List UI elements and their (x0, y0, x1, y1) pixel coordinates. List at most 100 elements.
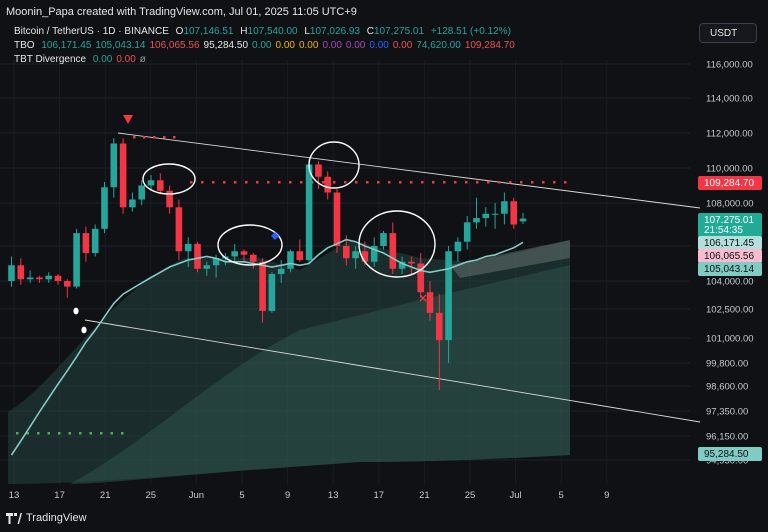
tbo_line-value: 105,043.14 (95, 40, 146, 51)
hand-drawn-circle (358, 210, 436, 278)
time-axis-label: 13 (9, 490, 20, 501)
candle-body (510, 201, 517, 225)
support-dot (26, 432, 29, 435)
price-axis-label: 98,600.00 (706, 382, 748, 393)
price-axis-label: 101,000.00 (706, 334, 754, 345)
tradingview-footer: TradingView (6, 512, 87, 524)
candle-body (54, 275, 62, 281)
annotations (73, 115, 436, 334)
tbo_line-value: 0.00 (322, 40, 342, 51)
candle-body (240, 251, 248, 255)
support-dot (89, 432, 92, 435)
candle-body (519, 218, 527, 222)
support-dot (79, 432, 82, 435)
upper-channel-line (117, 132, 701, 209)
time-axis-label: 25 (146, 490, 157, 501)
resistance-dot (267, 181, 270, 184)
price-badge: 109,284.70 (698, 176, 762, 190)
candle-body (333, 192, 341, 246)
candle-body (454, 241, 462, 252)
candle-body (147, 180, 155, 186)
candle-body (408, 261, 415, 264)
candle-body (166, 190, 173, 208)
bull-marker-icon (73, 307, 79, 315)
price-badge: 95,284.50 (698, 447, 762, 461)
resistance-dot (201, 181, 204, 184)
price-axis-label: 114,000.00 (706, 94, 753, 105)
sell-signal-icon (123, 115, 133, 124)
candle-body (64, 281, 71, 287)
price-axis-label: 102,500.00 (706, 305, 754, 316)
ohlc-high: H107,540.00 (240, 26, 298, 37)
resistance-dot (256, 181, 259, 184)
resistance-dot (355, 181, 358, 184)
tradingview-logo-icon (6, 512, 22, 524)
candle-body (482, 213, 490, 219)
resistance-dot (498, 181, 501, 184)
candle-body (370, 246, 378, 262)
ema-line (10, 238, 524, 456)
resistance-dot (344, 181, 347, 184)
time-axis-label: 21 (100, 490, 111, 501)
support-dot (58, 432, 61, 435)
price-axis-label: 116,000.00 (706, 60, 753, 71)
price-axis-label: 112,000.00 (706, 129, 753, 140)
resistance-dot (421, 181, 424, 184)
price-change: +128.51 (+0.12%) (430, 26, 511, 37)
time-axis-label: 17 (374, 490, 385, 501)
time-axis-label: 5 (239, 490, 244, 501)
candle-body (315, 164, 322, 177)
resistance-dot (223, 181, 226, 184)
candle-body (129, 199, 136, 208)
price-axis-label: 99,800.00 (706, 359, 748, 370)
hand-drawn-circle (142, 163, 196, 195)
tbo_line-value: 95,284.50 (203, 40, 249, 51)
candle-body (212, 258, 220, 266)
resistance-dot (520, 181, 523, 184)
chart-attribution: Moonin_Papa created with TradingView.com… (6, 6, 357, 18)
resistance-dot (278, 181, 281, 184)
resistance-dot (410, 181, 413, 184)
candle-body (343, 246, 350, 259)
time-axis-label: 21 (419, 490, 430, 501)
candle-body (277, 268, 285, 274)
candle-body (138, 185, 145, 200)
candle-body (82, 233, 90, 253)
resistance-dot (454, 181, 457, 184)
time-axis-label: 9 (604, 490, 609, 501)
resistance-dot (509, 181, 512, 184)
time-axis-label: Jun (189, 490, 204, 501)
price-axis-label: 94,950.00 (706, 456, 748, 467)
candle-body (352, 251, 359, 259)
resistance-dot (531, 181, 534, 184)
resistance-dot (465, 181, 468, 184)
support-dot (121, 432, 124, 435)
candle-body (361, 251, 369, 262)
currency-button[interactable]: USDT (699, 23, 757, 43)
candle-body (305, 164, 313, 260)
lower-channel-line (84, 319, 701, 423)
resistance-dot (173, 136, 176, 139)
candle-body (45, 275, 52, 280)
time-axis-label: 25 (465, 490, 476, 501)
resistance-dot (432, 181, 435, 184)
divergence-name: TBT Divergence (14, 54, 87, 65)
support-dot (47, 432, 50, 435)
support-dot (68, 432, 71, 435)
resistance-dot (476, 181, 479, 184)
candle-body (157, 180, 164, 191)
resistance-dot (399, 181, 402, 184)
price-badge: 21:54:35 (698, 223, 762, 237)
resistance-dot (564, 181, 567, 184)
ohlc-close: C107,275.01 (366, 26, 425, 37)
divergence-indicator-legend[interactable]: TBT Divergence 0.00 0.00 ø (14, 54, 150, 65)
candle-body (491, 213, 499, 215)
candle-body (119, 143, 127, 208)
candle-body (463, 222, 471, 242)
tbo-indicator-legend[interactable]: TBO 106,171.45 105,043.14 106,065.56 95,284… (14, 40, 519, 51)
support-dot (37, 432, 40, 435)
candle-body (436, 312, 443, 341)
candle-body (501, 201, 508, 214)
symbol-legend: Bitcoin / TetherUS · 1D · BINANCE O107,1… (14, 26, 515, 37)
